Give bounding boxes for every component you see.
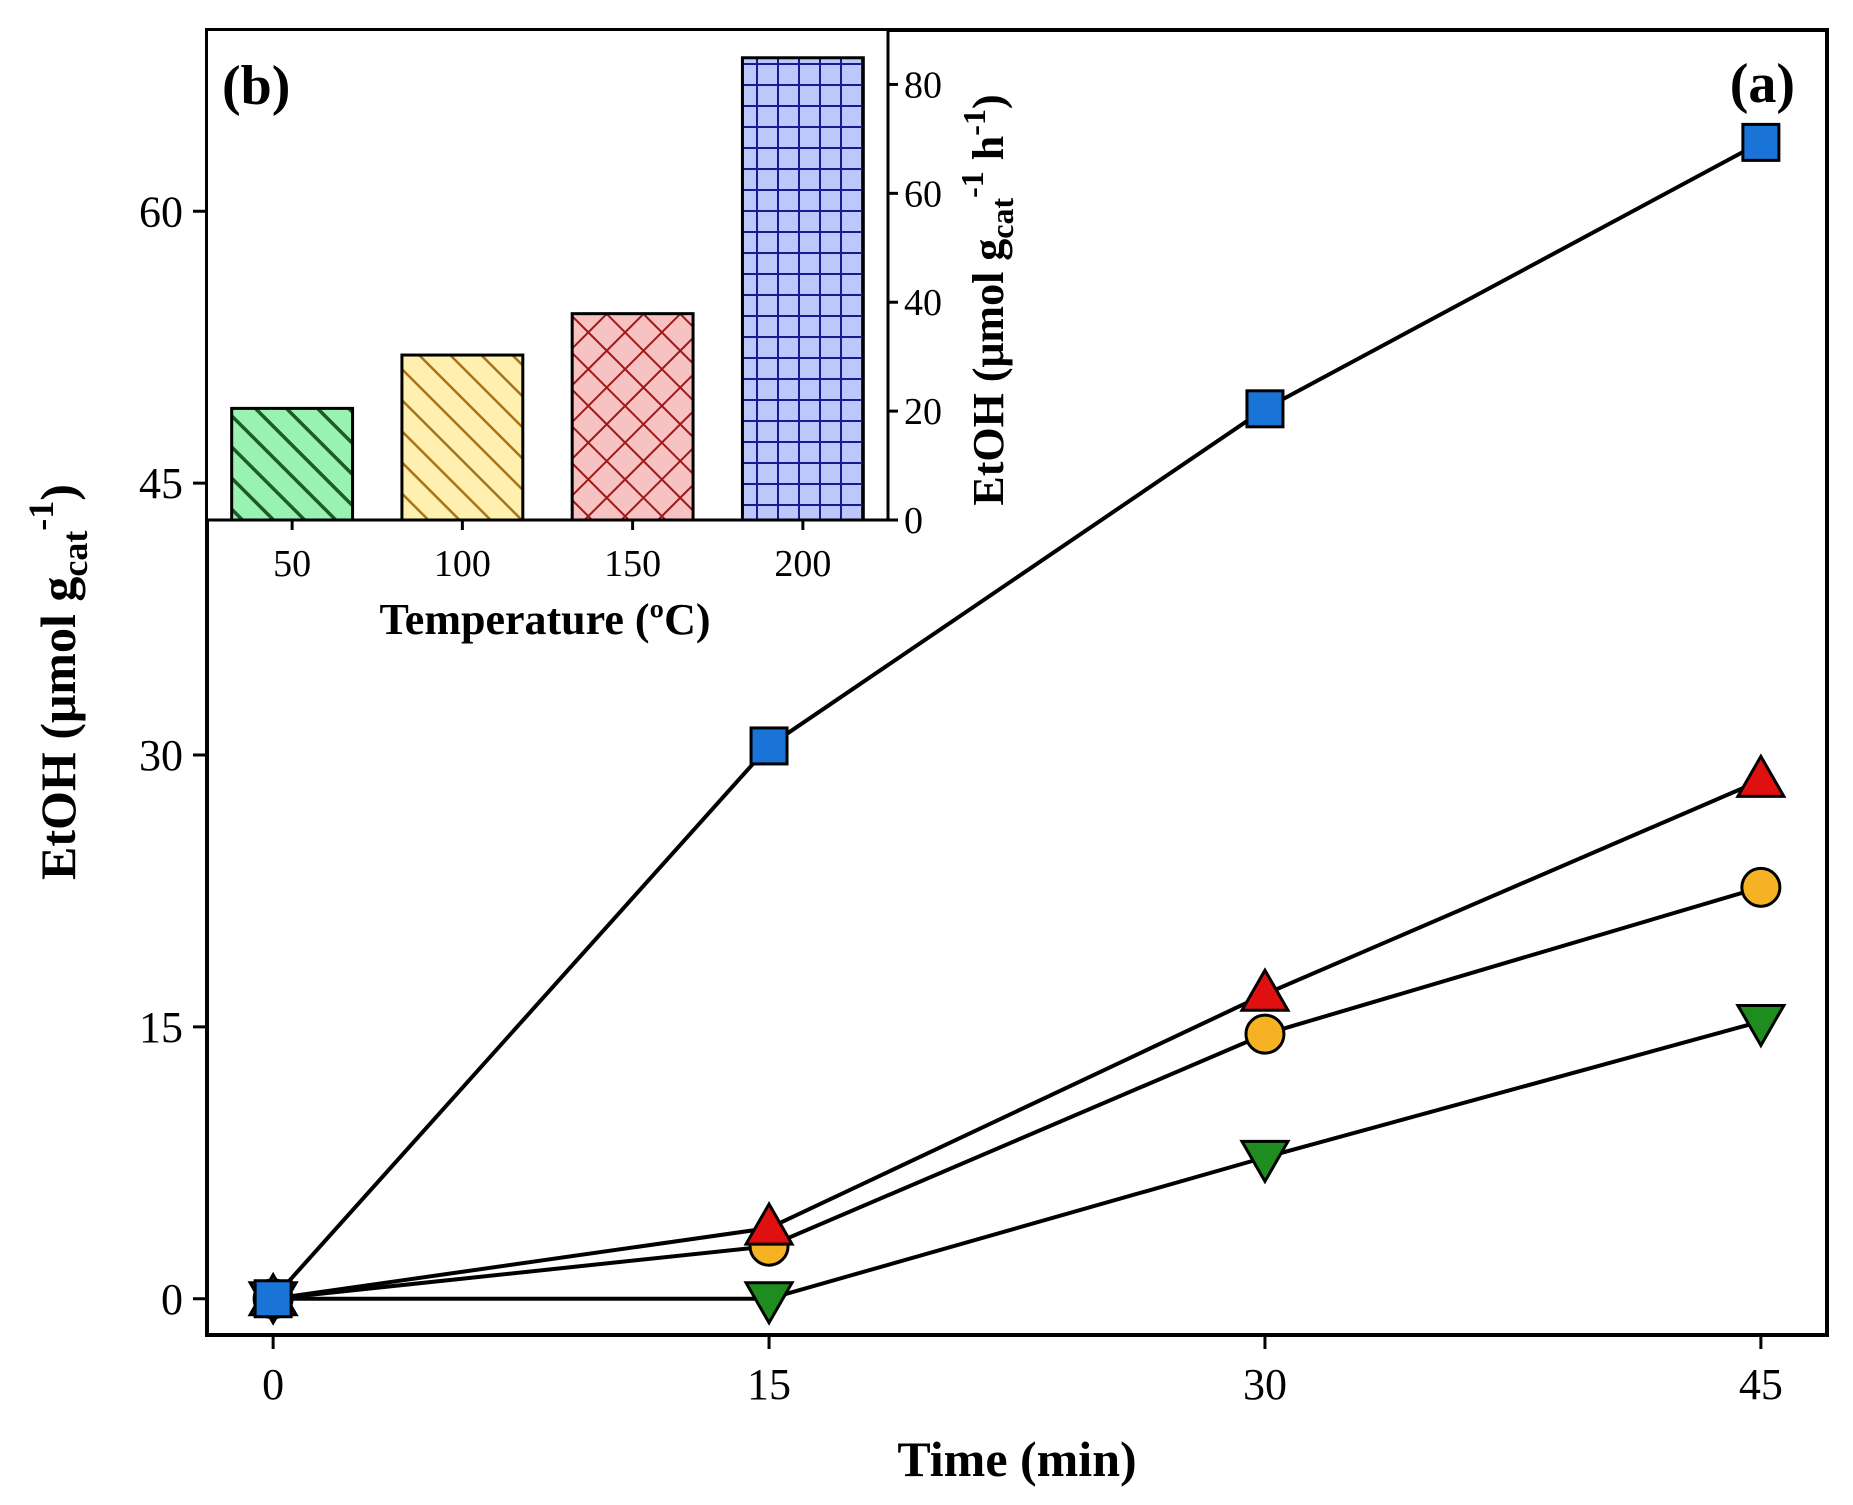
inset-axes: 0 20 40 60 80 50 100 150 200 (b) Temperature (º… [207, 30, 1020, 644]
main-axes: 0 15 30 45 0 15 30 45 60 (a) Time (min) EtOH (μ… [21, 28, 1829, 1487]
inset-y-axis-label: EtOH (μmol gcat-1 h-1) [954, 94, 1020, 505]
data-point-circle [1244, 1013, 1286, 1055]
series-line [271, 140, 1762, 1301]
inset-x-tick-label: 100 [434, 543, 491, 585]
data-point-square [1741, 122, 1781, 162]
inset-y-label-close: ) [964, 94, 1013, 109]
data-point-triangle-up [1735, 753, 1787, 798]
inset-bar [400, 353, 525, 522]
inset-y-tick-label: 80 [904, 64, 942, 106]
series-line [272, 778, 1762, 1301]
main-y-label-sub: cat [55, 531, 95, 577]
inset-x-tick-label: 200 [774, 543, 831, 585]
inset-bar [230, 406, 355, 522]
x-tick-label: 0 [262, 1360, 284, 1409]
inset-x-axis-label: Temperature (ºC) [379, 595, 710, 644]
inset-x-ticks: 50 100 150 200 [273, 520, 831, 585]
main-series [247, 122, 1787, 1326]
inset-y-label-sup2: -1 [956, 109, 992, 136]
inset-y-tick-label: 60 [904, 173, 942, 215]
data-point-square [749, 726, 789, 766]
inset-x-tick-label: 150 [604, 543, 661, 585]
data-point-triangle-down [1735, 1003, 1787, 1049]
main-y-label-main: EtOH (μmol g [30, 577, 86, 880]
main-y-ticks: 0 15 30 45 60 [139, 187, 207, 1324]
inset-y-label-sup1: -1 [954, 171, 990, 198]
data-point-triangle-down [743, 1281, 795, 1326]
inset-y-tick-label: 20 [904, 391, 942, 433]
series-line [273, 1019, 1762, 1301]
data-point-triangle-up [1239, 967, 1291, 1012]
data-point-square [1245, 389, 1285, 429]
y-tick-label: 30 [139, 731, 183, 780]
y-tick-label: 0 [161, 1275, 183, 1324]
main-x-ticks: 0 15 30 45 [262, 1335, 1783, 1409]
x-tick-label: 30 [1243, 1360, 1287, 1409]
inset-y-tick-label: 0 [904, 500, 923, 542]
main-y-label-sup: -1 [21, 501, 61, 531]
y-tick-label: 60 [139, 187, 183, 236]
panel-a-label: (a) [1730, 53, 1795, 115]
inset-bar [740, 56, 865, 522]
main-y-axis-label: EtOH (μmol gcat-1) [21, 484, 95, 880]
data-point-triangle-down [1239, 1139, 1291, 1185]
main-y-label-close: ) [30, 484, 86, 501]
data-point-circle [1740, 866, 1782, 908]
series-line [272, 885, 1762, 1301]
data-point-square [253, 1279, 293, 1319]
panel-b-label: (b) [222, 55, 290, 117]
inset-y-label-mid: h [964, 136, 1013, 171]
x-tick-label: 45 [1739, 1360, 1783, 1409]
inset-y-tick-label: 40 [904, 282, 942, 324]
y-tick-label: 45 [139, 459, 183, 508]
y-tick-label: 15 [139, 1003, 183, 1052]
x-tick-label: 15 [747, 1360, 791, 1409]
inset-bar [570, 312, 695, 522]
main-plot-frame [205, 28, 1829, 1337]
main-x-axis-label: Time (min) [897, 1431, 1136, 1487]
inset-y-label-main: EtOH (μmol g [964, 239, 1013, 506]
inset-x-tick-label: 50 [273, 543, 311, 585]
inset-y-label-sub: cat [984, 197, 1020, 238]
inset-bars [230, 56, 865, 522]
data-point-triangle-up [743, 1201, 795, 1246]
inset-y-ticks: 0 20 40 60 80 [888, 64, 942, 542]
